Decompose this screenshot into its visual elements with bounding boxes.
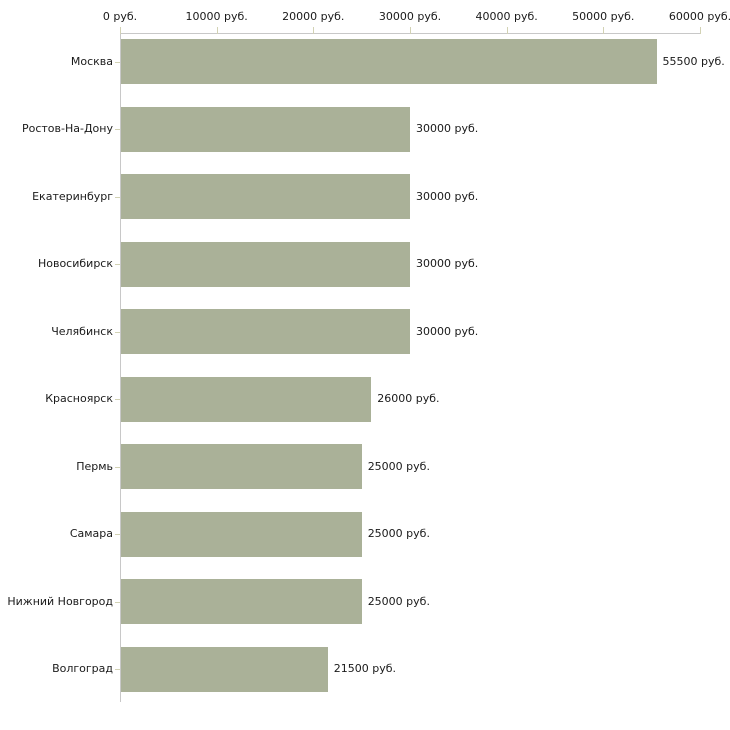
x-axis-tick <box>216 27 218 34</box>
bar <box>121 444 362 489</box>
x-axis-tick <box>506 27 508 34</box>
y-axis-tick <box>115 264 120 265</box>
x-axis-tick-label: 30000 руб. <box>378 10 442 23</box>
category-label: Екатеринбург <box>32 189 113 203</box>
y-axis-tick <box>115 534 120 535</box>
bar <box>121 39 657 84</box>
category-label: Красноярск <box>45 392 113 405</box>
bar <box>121 174 410 219</box>
y-axis-tick <box>115 129 120 130</box>
x-axis-tick <box>313 27 315 34</box>
x-axis-tick <box>410 27 411 34</box>
category-label: Пермь <box>76 459 113 473</box>
x-axis-tick-label: 40000 руб. <box>475 10 538 23</box>
category-label: Ростов-На-Дону <box>21 122 113 135</box>
bar <box>121 511 362 557</box>
bar-value-label: 21500 руб. <box>333 662 397 675</box>
y-axis-line <box>120 33 121 702</box>
category-label: Новосибирск <box>37 257 113 270</box>
bar <box>121 376 372 422</box>
bar-value-label: 26000 руб. <box>377 392 440 405</box>
category-label: Самара <box>69 527 113 540</box>
x-axis-tick-label: 20000 руб. <box>282 10 345 23</box>
y-axis-tick <box>115 61 120 63</box>
y-axis-tick <box>115 466 120 468</box>
bar <box>121 579 362 624</box>
x-axis-tick <box>120 27 121 34</box>
x-axis-tick-label: 50000 руб. <box>572 10 635 23</box>
category-label: Нижний Новгород <box>7 594 113 608</box>
x-axis-tick <box>603 27 605 34</box>
bar <box>121 106 410 152</box>
bar-value-label: 30000 руб. <box>416 122 479 135</box>
bar-value-label: 25000 руб. <box>367 594 430 608</box>
bar-value-label: 25000 руб. <box>367 459 430 473</box>
y-axis-tick <box>115 669 120 670</box>
bar <box>121 241 410 287</box>
y-axis-tick <box>115 331 120 333</box>
bar-value-label: 30000 руб. <box>416 189 479 203</box>
bar-value-label: 55500 руб. <box>662 54 725 68</box>
bar-value-label: 30000 руб. <box>416 324 479 338</box>
y-axis-tick <box>115 399 120 400</box>
bar <box>121 309 410 354</box>
y-axis-tick <box>115 601 120 603</box>
category-label: Москва <box>70 54 113 68</box>
y-axis-tick <box>115 196 120 198</box>
x-axis-tick <box>700 27 701 34</box>
category-label: Волгоград <box>52 662 113 675</box>
x-axis-tick-label: 10000 руб. <box>185 10 248 23</box>
category-label: Челябинск <box>51 324 113 338</box>
x-axis-tick-label: 0 руб. <box>102 10 138 23</box>
x-axis-tick-label: 60000 руб. <box>668 10 730 23</box>
bar-value-label: 30000 руб. <box>416 257 479 270</box>
bar-value-label: 25000 руб. <box>367 527 430 540</box>
bar <box>121 646 328 692</box>
